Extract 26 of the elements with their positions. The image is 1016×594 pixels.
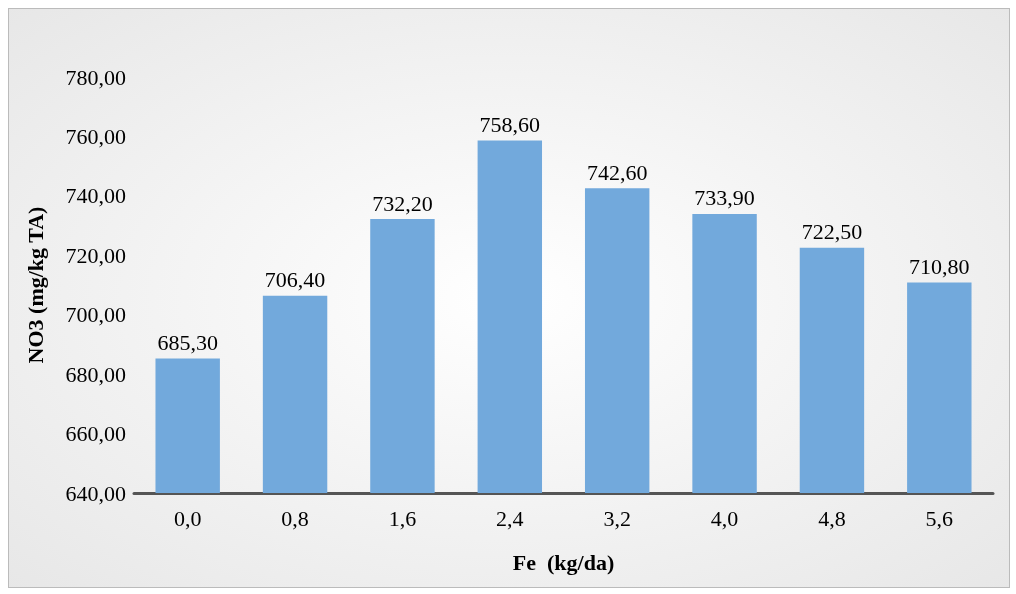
x-tick-label: 1,6	[388, 505, 417, 531]
data-label: 733,90	[694, 185, 755, 211]
y-tick-label: 680,00	[65, 361, 126, 387]
y-tick-label: 700,00	[65, 302, 126, 328]
y-tick-label: 740,00	[65, 183, 126, 209]
y-tick-label: 640,00	[65, 480, 126, 506]
data-label: 706,40	[264, 267, 326, 293]
y-tick-label: 780,00	[65, 64, 126, 90]
data-label: 742,60	[586, 159, 648, 185]
x-tick-label: 4,0	[710, 505, 739, 531]
data-label: 710,80	[909, 254, 970, 280]
data-label: 758,60	[479, 112, 541, 138]
data-label: 685,30	[157, 329, 218, 355]
y-axis-title: NO3 (mg/kg TA)	[22, 206, 48, 364]
x-tick-label: 5,6	[925, 505, 954, 531]
x-tick-label: 4,8	[818, 505, 846, 531]
data-label: 722,50	[801, 219, 863, 245]
x-tick-label: 3,2	[603, 505, 631, 531]
x-tick-label: 2,4	[496, 505, 524, 531]
x-tick-label: 0,8	[281, 505, 309, 531]
y-tick-label: 720,00	[65, 242, 126, 268]
y-tick-label: 760,00	[65, 123, 126, 149]
data-label: 732,20	[372, 190, 433, 216]
x-axis-title: Fe (kg/da)	[512, 549, 615, 575]
y-tick-label: 660,00	[65, 421, 126, 447]
x-tick-label: 0,0	[173, 505, 202, 531]
